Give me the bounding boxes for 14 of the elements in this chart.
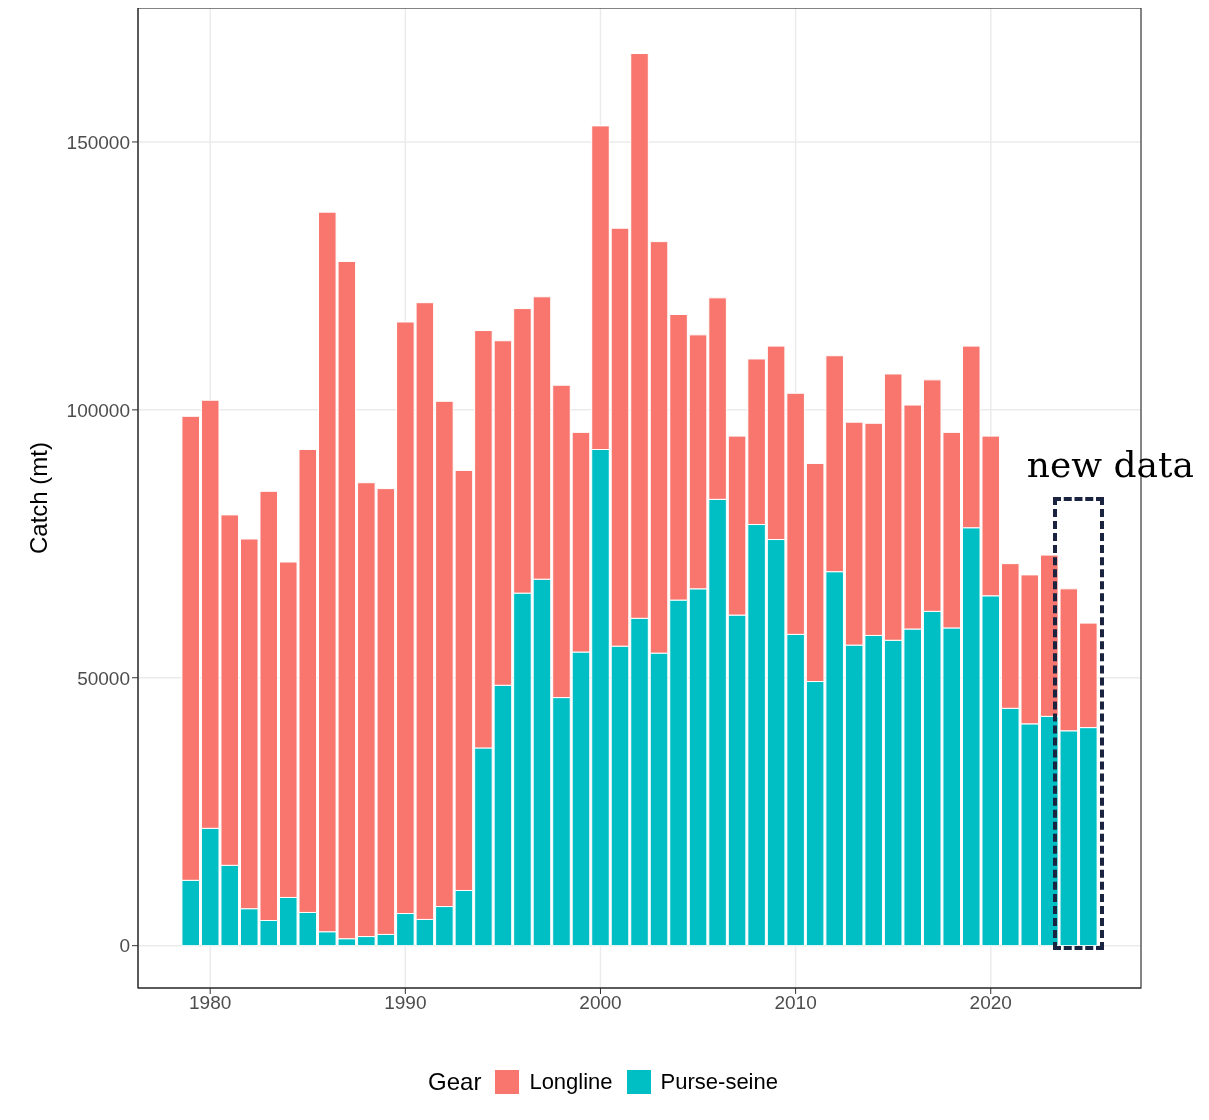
legend-title: Gear [428, 1068, 482, 1096]
x-tick-label: 2000 [579, 992, 622, 1014]
annotation: new data [1026, 443, 1194, 485]
x-tick-label: 1990 [384, 992, 427, 1014]
y-axis-title: Catch (mt) [24, 441, 52, 555]
y-tick-label: 100000 [66, 399, 130, 421]
x-tick-label: 1980 [189, 992, 232, 1014]
legend-label: Purse-seine [660, 1069, 778, 1095]
y-tick-label: 0 [119, 935, 130, 957]
x-tick-label: 2010 [774, 992, 817, 1014]
y-tick-label: 150000 [66, 131, 130, 153]
legend-label: Longline [529, 1069, 613, 1095]
x-tick-label: 2020 [969, 992, 1012, 1014]
y-tick-label: 50000 [77, 667, 130, 689]
